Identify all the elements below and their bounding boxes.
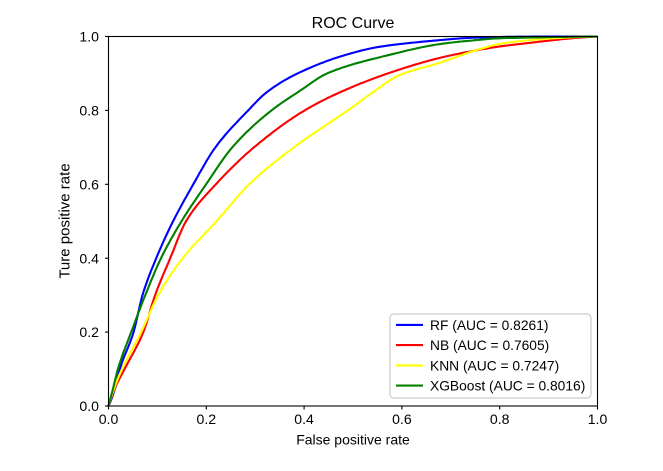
svg-text:ROC Curve: ROC Curve — [312, 15, 395, 32]
svg-text:0.0: 0.0 — [99, 411, 119, 427]
svg-text:NB (AUC = 0.7605): NB (AUC = 0.7605) — [430, 338, 549, 353]
svg-text:0.6: 0.6 — [392, 411, 412, 427]
svg-text:KNN (AUC = 0.7247): KNN (AUC = 0.7247) — [430, 358, 559, 373]
svg-text:1.0: 1.0 — [79, 29, 99, 45]
svg-text:0.0: 0.0 — [79, 398, 99, 414]
svg-text:XGBoost (AUC = 0.8016): XGBoost (AUC = 0.8016) — [430, 379, 585, 394]
svg-text:0.4: 0.4 — [79, 250, 99, 266]
svg-text:0.2: 0.2 — [79, 324, 99, 340]
svg-text:1.0: 1.0 — [588, 411, 608, 427]
svg-text:0.8: 0.8 — [79, 103, 99, 119]
svg-text:Ture positive rate: Ture positive rate — [57, 163, 74, 278]
svg-text:0.6: 0.6 — [79, 176, 99, 192]
svg-text:False positive rate: False positive rate — [296, 432, 410, 448]
svg-text:0.2: 0.2 — [197, 411, 217, 427]
svg-text:RF (AUC = 0.8261): RF (AUC = 0.8261) — [430, 318, 548, 333]
svg-text:0.4: 0.4 — [294, 411, 314, 427]
svg-text:0.8: 0.8 — [490, 411, 510, 427]
